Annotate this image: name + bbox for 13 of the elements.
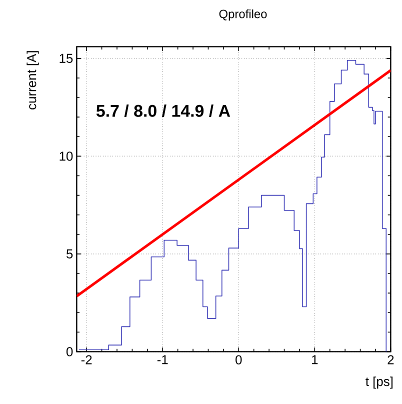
x-tick-label: 0 <box>236 355 242 364</box>
x-axis-title: t [ps] <box>366 376 393 389</box>
y-tick-label: 5 <box>66 249 73 258</box>
x-tick-label: 2 <box>388 355 394 364</box>
y-tick-label: 15 <box>60 54 73 63</box>
chart-title: Qprofileo <box>219 9 267 21</box>
x-tick-label: 1 <box>312 355 318 364</box>
y-tick-label: 10 <box>60 152 73 161</box>
x-tick-label: -1 <box>157 355 168 364</box>
y-tick-label: 0 <box>66 347 73 356</box>
y-axis-title: current [A] <box>26 51 39 110</box>
annotation: 5.7 / 8.0 / 14.9 / A <box>96 104 230 118</box>
x-tick-label: -2 <box>81 355 92 364</box>
